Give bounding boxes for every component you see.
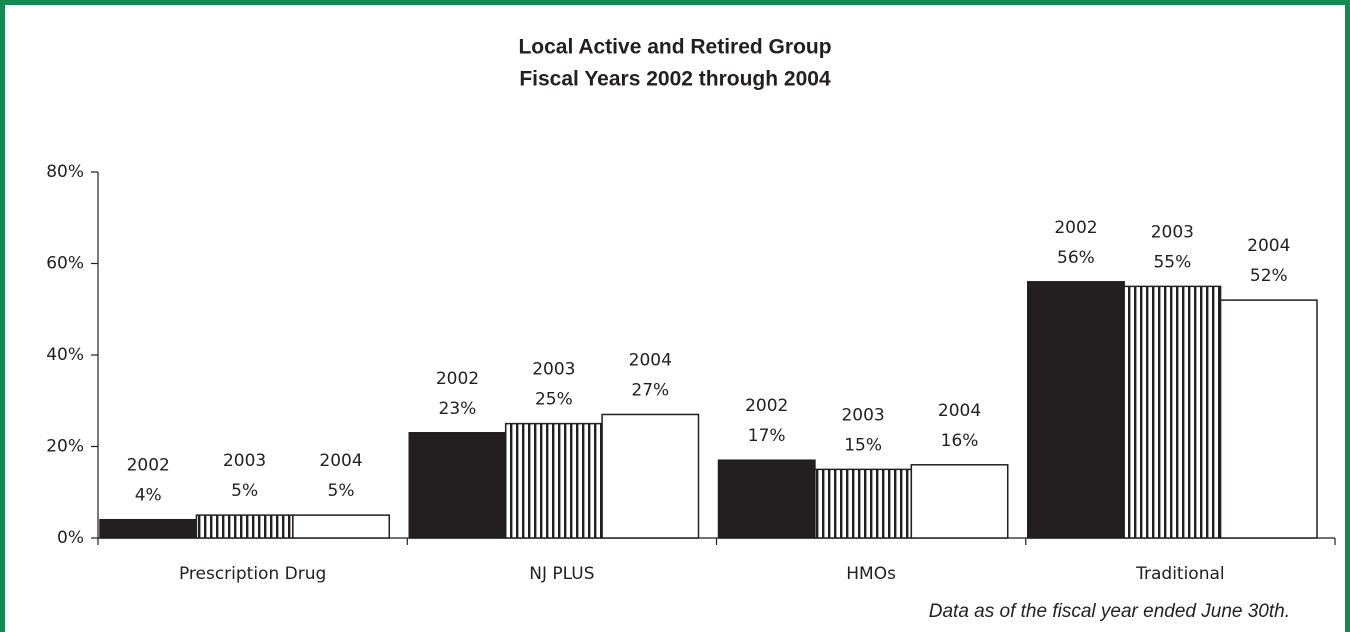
series-label: 2004 (319, 451, 362, 471)
series-label: 2003 (223, 451, 266, 471)
series-label: 2002 (127, 456, 170, 476)
bar (814, 468, 913, 539)
bar (717, 459, 816, 539)
bar (910, 464, 1009, 539)
value-label: 16% (941, 431, 979, 451)
value-label: 4% (135, 486, 162, 506)
series-label: 2004 (1247, 236, 1290, 256)
series-label: 2003 (532, 360, 575, 380)
x-tick-label: Traditional (1135, 564, 1225, 584)
series-label: 2003 (1151, 222, 1194, 242)
value-label: 5% (328, 481, 355, 501)
bar (99, 518, 198, 539)
x-tick-label: NJ PLUS (529, 564, 594, 584)
value-label: 27% (631, 380, 669, 400)
chart-subtitle: Fiscal Years 2002 through 2004 (519, 68, 831, 91)
x-tick-label: Prescription Drug (179, 564, 326, 584)
bar (195, 514, 294, 539)
value-label: 55% (1153, 252, 1191, 272)
y-tick-label: 40% (46, 345, 84, 365)
bar (504, 422, 603, 539)
bar (1123, 285, 1222, 539)
series-label: 2003 (841, 405, 884, 425)
bar (408, 432, 507, 539)
y-tick-label: 60% (46, 254, 84, 274)
x-tick-label: HMOs (846, 564, 896, 584)
value-label: 17% (748, 426, 786, 446)
value-label: 15% (844, 435, 882, 455)
series-label: 2002 (745, 396, 788, 416)
value-label: 25% (535, 390, 573, 410)
value-label: 52% (1250, 266, 1288, 286)
bar (1219, 299, 1318, 539)
value-label: 23% (439, 399, 477, 419)
y-tick-label: 80% (46, 162, 84, 182)
chart-title: Local Active and Retired Group (518, 36, 831, 59)
bar (601, 413, 700, 539)
series-label: 2004 (938, 401, 981, 421)
value-label: 5% (231, 481, 258, 501)
y-tick-label: 0% (57, 528, 84, 548)
value-label: 56% (1057, 248, 1095, 268)
annotation: Data as of the fiscal year ended June 30… (929, 601, 1290, 622)
y-tick-label: 20% (46, 437, 84, 457)
series-label: 2002 (1054, 218, 1097, 238)
series-label: 2002 (436, 369, 479, 389)
bar (1027, 281, 1125, 539)
series-label: 2004 (629, 350, 672, 370)
bar (292, 514, 391, 539)
